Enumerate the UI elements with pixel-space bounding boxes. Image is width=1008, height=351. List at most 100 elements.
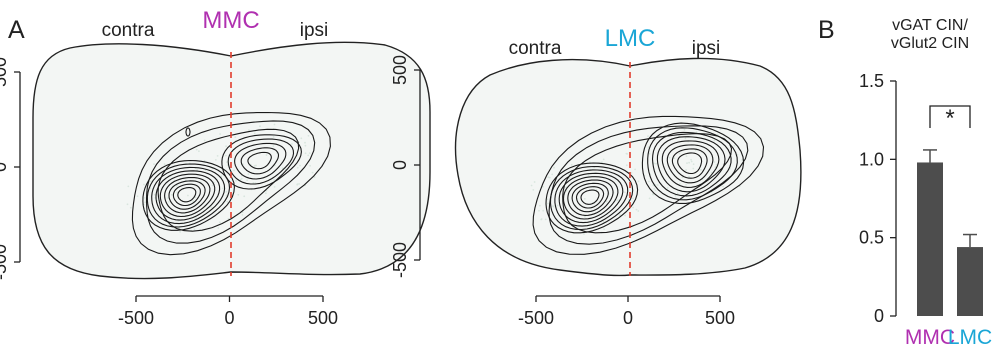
panel-a-letter: A — [8, 16, 25, 44]
y-tick-label: -500 — [0, 244, 10, 280]
scatter-point — [253, 165, 256, 167]
scatter-point — [634, 168, 636, 171]
scatter-point — [647, 146, 650, 149]
scatter-point — [304, 144, 307, 147]
scatter-point — [255, 164, 257, 167]
scatter-point — [222, 187, 224, 190]
scatter-point — [722, 185, 724, 188]
scatter-point — [259, 125, 261, 128]
scatter-point — [602, 221, 605, 223]
scatter-point — [570, 163, 573, 166]
x-tick-label: 500 — [308, 308, 338, 328]
contour-line — [155, 170, 221, 221]
bar-title-line-2: vGlut2 CIN — [891, 35, 969, 52]
scatter-point — [533, 181, 536, 183]
scatter-point — [234, 136, 237, 139]
scatter-point — [192, 200, 195, 202]
contour-line — [545, 162, 639, 234]
scatter-point — [273, 123, 276, 126]
scatter-point — [679, 183, 681, 185]
y-tick-label: 0 — [390, 160, 410, 170]
scatter-point — [552, 205, 555, 208]
scatter-point — [681, 176, 684, 179]
x-tick-label: 500 — [705, 308, 735, 328]
contour-line — [142, 159, 235, 231]
panel-title: MMC — [202, 7, 259, 34]
x-axis: -500 0 500 — [118, 295, 338, 328]
scatter-point — [225, 191, 228, 193]
scatter-point — [542, 186, 544, 188]
scatter-point — [648, 152, 651, 155]
scatter-point — [627, 194, 630, 197]
scatter-point — [583, 198, 586, 200]
contour-line — [227, 138, 295, 185]
contour-line — [548, 125, 749, 245]
contour-line — [554, 169, 629, 227]
scatter-point — [716, 133, 719, 136]
scatter-point — [695, 131, 698, 134]
scatter-point — [214, 159, 217, 161]
contour-line — [532, 115, 765, 255]
scatter-point — [187, 194, 189, 197]
scatter-point — [688, 175, 690, 178]
scatter-point — [603, 228, 605, 231]
scatter-point — [692, 163, 695, 166]
scatter-point — [544, 218, 547, 221]
scatter-point — [129, 206, 132, 209]
scatter-point — [246, 179, 249, 182]
scatter-point — [674, 194, 677, 197]
y-tick-label: 0.5 — [859, 228, 884, 248]
scatter-point — [235, 180, 237, 182]
scatter-point — [654, 189, 657, 192]
scatter-point — [568, 177, 571, 180]
scatter-point — [668, 156, 671, 159]
scatter-point — [619, 214, 621, 217]
scatter-point — [584, 216, 586, 218]
scatter-point — [136, 195, 139, 198]
scatter-point — [233, 169, 235, 172]
scatter-point — [210, 206, 213, 209]
scatter-point — [281, 167, 284, 170]
category-label: LMC — [948, 326, 992, 349]
contour-panel-lmc: LMC contra ipsi 500 0 -500 -500 0 500 — [390, 25, 802, 328]
scatter-point — [307, 154, 310, 157]
scatter-point — [539, 204, 541, 207]
scatter-point — [273, 186, 276, 188]
x-tick-label: -500 — [518, 308, 554, 328]
scatter-point — [635, 208, 638, 211]
scatter-point — [313, 176, 316, 179]
scatter-point — [225, 194, 228, 197]
scatter-point — [686, 162, 688, 165]
contour-line — [157, 128, 300, 232]
scatter-point — [311, 171, 314, 174]
scatter-point — [666, 187, 669, 189]
bar-title-line-1: vGAT CIN/ — [892, 17, 968, 34]
scatter-point — [713, 161, 716, 163]
contour-line — [145, 120, 316, 244]
scatter-point — [736, 153, 739, 156]
contour-line — [558, 172, 624, 224]
contour-lines — [532, 115, 765, 255]
scatter-point — [176, 191, 179, 194]
scatter-point — [637, 180, 640, 183]
scatter-point — [143, 183, 145, 186]
scatter-point — [587, 174, 590, 176]
scatter-point — [651, 193, 654, 195]
scatter-point — [247, 173, 250, 176]
scatter-point — [700, 168, 702, 171]
scatter-point — [167, 197, 169, 199]
scatter-point — [685, 169, 687, 171]
scatter-point — [194, 217, 197, 220]
contour-line — [185, 127, 191, 137]
scatter-point — [296, 166, 299, 169]
spinal-cord-outline — [454, 57, 802, 277]
scatter-point — [265, 154, 268, 156]
scatter-point — [126, 203, 129, 206]
scatter-point — [685, 183, 687, 186]
scatter-point — [226, 200, 229, 203]
scatter-point — [272, 136, 275, 138]
contour-line — [641, 122, 745, 204]
contour-line — [164, 176, 211, 214]
